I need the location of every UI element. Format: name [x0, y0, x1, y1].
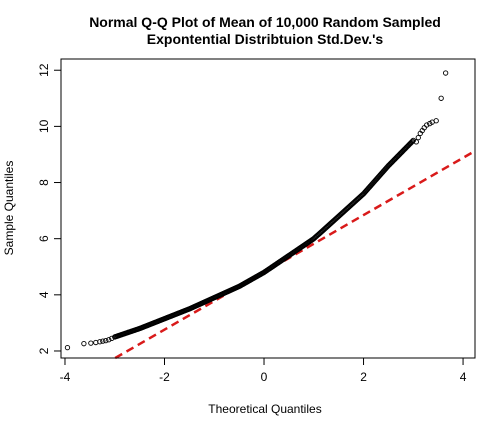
axis-ticks: -4 -2 0 2 4 2 4 6 8 10 12 — [37, 63, 467, 384]
points-layer — [64, 70, 449, 351]
plot-frame — [60, 58, 476, 359]
sample-point — [442, 70, 449, 76]
x-tick-label: 4 — [460, 370, 467, 384]
x-tick-label: -4 — [60, 370, 71, 384]
sample-point — [106, 337, 112, 343]
x-tick-label: 0 — [261, 370, 268, 384]
sample-point — [410, 137, 416, 144]
qq-reference-line — [114, 149, 476, 360]
x-tick-label: -2 — [159, 370, 170, 384]
sample-point — [424, 122, 430, 128]
y-tick-label: 6 — [37, 235, 51, 242]
y-tick-label: 10 — [37, 119, 51, 133]
sample-point — [97, 339, 103, 345]
sample-point — [64, 344, 71, 351]
sample-point — [88, 340, 94, 346]
chart-title-line2: Expontential Distribtuion Std.Dev.'s — [147, 31, 384, 47]
y-tick-label: 4 — [37, 291, 51, 298]
x-tick-label: 2 — [360, 370, 367, 384]
sample-point — [438, 95, 444, 101]
sample-point — [81, 341, 87, 347]
sample-point — [109, 335, 115, 341]
y-axis-label: Sample Quantiles — [2, 161, 16, 256]
y-tick-label: 12 — [37, 63, 51, 77]
y-tick-label: 2 — [37, 347, 51, 354]
sample-point — [409, 138, 416, 144]
y-tick-label: 8 — [37, 179, 51, 186]
sample-point — [103, 337, 109, 344]
sample-point — [413, 139, 419, 145]
chart-title-line1: Normal Q-Q Plot of Mean of 10,000 Random… — [89, 14, 441, 30]
sample-point — [100, 338, 106, 344]
x-axis-label: Theoretical Quantiles — [208, 402, 321, 416]
sample-point — [433, 118, 439, 124]
reference-line-layer — [114, 149, 476, 360]
sample-point — [415, 134, 421, 141]
